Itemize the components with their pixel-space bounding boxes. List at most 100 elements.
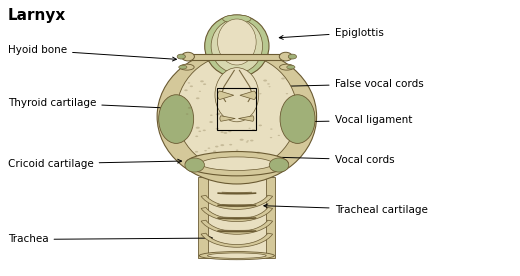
Bar	[198, 177, 207, 258]
Ellipse shape	[205, 15, 269, 77]
Circle shape	[210, 115, 213, 116]
Circle shape	[268, 86, 270, 87]
Bar	[190, 54, 283, 60]
Circle shape	[228, 131, 231, 132]
Ellipse shape	[185, 158, 204, 172]
Text: Cricoid cartilage: Cricoid cartilage	[8, 159, 181, 169]
Circle shape	[204, 150, 207, 152]
Text: False vocal cords: False vocal cords	[273, 79, 423, 89]
Circle shape	[199, 91, 201, 92]
Circle shape	[285, 93, 288, 94]
Circle shape	[256, 152, 261, 154]
Circle shape	[252, 129, 255, 131]
Circle shape	[281, 78, 285, 79]
Circle shape	[253, 94, 256, 95]
Circle shape	[235, 76, 237, 78]
Circle shape	[246, 81, 248, 83]
Ellipse shape	[215, 68, 259, 122]
Circle shape	[259, 93, 262, 94]
Circle shape	[249, 128, 251, 129]
Circle shape	[220, 144, 224, 146]
Circle shape	[200, 80, 204, 82]
Circle shape	[237, 107, 239, 108]
Circle shape	[188, 107, 191, 109]
Circle shape	[250, 140, 254, 142]
Ellipse shape	[279, 52, 292, 61]
Circle shape	[220, 131, 224, 133]
Circle shape	[215, 146, 218, 147]
Ellipse shape	[157, 49, 317, 184]
Wedge shape	[217, 91, 234, 100]
Circle shape	[186, 113, 188, 115]
Circle shape	[250, 112, 252, 113]
Text: Hyoid bone: Hyoid bone	[8, 45, 176, 61]
Wedge shape	[238, 116, 254, 121]
Circle shape	[222, 79, 226, 81]
Text: Vocal cords: Vocal cords	[269, 155, 394, 165]
Ellipse shape	[179, 65, 187, 69]
Ellipse shape	[180, 64, 194, 70]
Circle shape	[236, 150, 239, 151]
Ellipse shape	[287, 65, 295, 69]
Circle shape	[203, 129, 206, 131]
Circle shape	[270, 128, 272, 130]
Circle shape	[240, 139, 244, 141]
Circle shape	[270, 137, 272, 138]
Circle shape	[188, 82, 190, 84]
Circle shape	[198, 131, 201, 132]
Wedge shape	[201, 195, 272, 209]
Ellipse shape	[269, 158, 289, 172]
Circle shape	[238, 120, 240, 121]
Wedge shape	[240, 91, 256, 100]
Circle shape	[195, 151, 198, 153]
Ellipse shape	[207, 253, 266, 258]
Circle shape	[263, 79, 267, 82]
Circle shape	[247, 140, 249, 141]
Ellipse shape	[280, 64, 294, 70]
Circle shape	[224, 132, 227, 134]
Circle shape	[216, 128, 219, 130]
Circle shape	[237, 121, 239, 122]
Text: Larnyx: Larnyx	[8, 8, 66, 23]
Ellipse shape	[199, 252, 275, 260]
Circle shape	[267, 83, 270, 85]
Circle shape	[213, 150, 216, 152]
Circle shape	[190, 86, 193, 87]
Circle shape	[278, 135, 280, 136]
Wedge shape	[201, 220, 272, 234]
Ellipse shape	[186, 152, 288, 176]
Wedge shape	[201, 208, 272, 222]
Ellipse shape	[288, 54, 296, 59]
Circle shape	[184, 89, 188, 91]
Circle shape	[231, 92, 233, 93]
Circle shape	[216, 113, 220, 115]
Ellipse shape	[211, 19, 263, 73]
Text: Tracheal cartilage: Tracheal cartilage	[264, 204, 427, 215]
Circle shape	[221, 77, 225, 79]
Circle shape	[196, 136, 198, 137]
Ellipse shape	[181, 52, 194, 61]
Circle shape	[203, 83, 206, 85]
Bar	[207, 177, 266, 258]
Circle shape	[229, 144, 232, 145]
Circle shape	[196, 97, 200, 99]
Ellipse shape	[201, 157, 273, 171]
Text: Vocal ligament: Vocal ligament	[270, 115, 412, 125]
Wedge shape	[220, 116, 236, 121]
Ellipse shape	[217, 19, 256, 65]
Bar	[266, 177, 276, 258]
Text: Trachea: Trachea	[8, 234, 212, 245]
Circle shape	[217, 113, 220, 115]
Text: Epiglottis: Epiglottis	[279, 28, 383, 39]
Circle shape	[242, 93, 245, 95]
Bar	[217, 88, 256, 130]
Circle shape	[258, 124, 262, 126]
Ellipse shape	[177, 54, 186, 59]
Circle shape	[196, 127, 200, 129]
Ellipse shape	[159, 95, 193, 144]
Wedge shape	[201, 233, 272, 247]
Circle shape	[209, 121, 213, 123]
Circle shape	[207, 147, 210, 149]
Circle shape	[224, 80, 226, 81]
Ellipse shape	[176, 54, 297, 171]
